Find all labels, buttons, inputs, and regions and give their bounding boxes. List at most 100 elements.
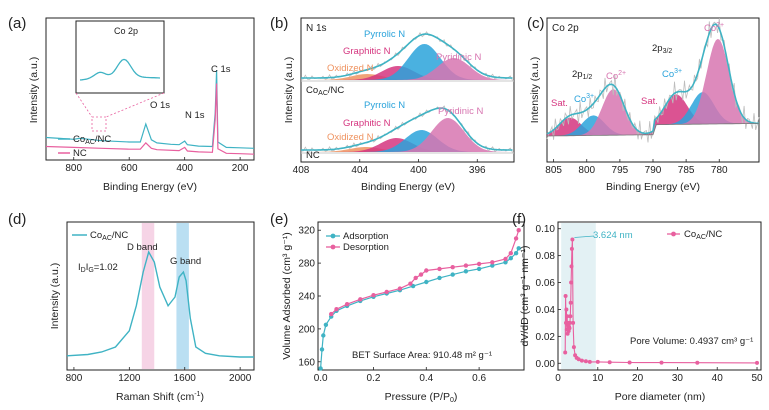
pore-point-20 — [571, 345, 576, 350]
legend-label-e2: Desorption — [343, 242, 389, 253]
x-tick-d-1-label: 1200 — [118, 373, 141, 384]
envelope-b-0 — [301, 33, 513, 79]
inset-zoom-box — [91, 116, 107, 132]
x-tick-f-5-label: 50 — [751, 373, 763, 384]
pore-point-0 — [563, 350, 568, 355]
x-tick-f-4-label: 40 — [712, 373, 724, 384]
isotherm-point-0-0 — [318, 366, 323, 371]
y-axis-label-b: Intensity (a.u.) — [283, 57, 295, 124]
legend-marker-f — [671, 231, 676, 237]
x-tick-a-1-label: 600 — [121, 163, 138, 174]
isotherm-point-1-10 — [418, 272, 424, 277]
y-axis-label-c: Intensity (a.u.) — [529, 57, 541, 124]
label-co2-1: Co2+ — [606, 70, 626, 82]
x-tick-c-4-label: 785 — [678, 165, 695, 176]
isotherm-point-0-16 — [476, 266, 482, 272]
label-pyrrolic-bottom: Pyrrolic N — [364, 100, 405, 111]
y-tick-e-2-label: 240 — [298, 292, 315, 303]
inset-connector-left — [75, 92, 93, 118]
pore-point-31 — [695, 360, 700, 365]
peak-fill-b-0-2 — [301, 44, 514, 80]
isotherm-point-0-12 — [424, 279, 429, 285]
isotherm-point-1-9 — [424, 268, 429, 273]
isotherm-point-1-0 — [516, 228, 521, 233]
x-tick-c-0-label: 805 — [545, 165, 562, 176]
x-axis-label-f: Pore diameter (nm) — [615, 391, 705, 403]
x-axis-label-a: Binding Energy (eV) — [103, 181, 197, 193]
pore-point-1 — [563, 294, 568, 298]
sample-label-nc-b: NC — [306, 150, 320, 161]
x-tick-d-0-label: 800 — [66, 373, 83, 384]
band-highlight-0 — [141, 223, 155, 369]
x-axis-label-d: Raman Shift (cm-1) — [116, 391, 204, 403]
x-tick-d-2-label: 1600 — [174, 373, 197, 384]
peak-fill-c-2 — [547, 89, 759, 136]
pore-point-28 — [607, 360, 612, 365]
isotherm-point-1-4 — [490, 260, 495, 265]
label-co3-1: Co3+ — [574, 93, 594, 105]
pore-point-25 — [583, 359, 588, 364]
peak-callout-line — [574, 235, 595, 238]
isotherm-line-1 — [330, 230, 520, 315]
peak-fill-b-1-3 — [301, 118, 514, 152]
x-tick-f-1-label: 10 — [592, 373, 604, 384]
legend-label-a1: CoAC/NC — [73, 134, 111, 146]
isotherm-point-1-6 — [463, 263, 469, 268]
label-sat-1: Sat. — [551, 98, 568, 109]
isotherm-point-0-19 — [508, 256, 513, 261]
isotherm-point-1-2 — [508, 251, 513, 256]
isotherm-point-0-18 — [503, 260, 508, 265]
bet-annotation: BET Surface Area: 910.48 m² g⁻¹ — [352, 350, 492, 361]
envelope-c — [546, 23, 759, 135]
panel-f: (f) 0 10 20 30 40 500.000.020.040.060.080.10 … — [512, 211, 763, 403]
x-tick-e-3-label: 0.6 — [472, 373, 486, 384]
peak-label-f: 3.624 nm — [593, 230, 633, 241]
isotherm-point-1-16 — [358, 297, 363, 302]
isotherm-point-1-3 — [503, 256, 508, 262]
x-tick-b-0-label: 408 — [293, 165, 310, 176]
y-tick-e-3-label: 280 — [298, 259, 315, 270]
n1s-label: N 1s — [185, 110, 205, 121]
pore-point-11 — [567, 326, 572, 331]
c1s-label: C 1s — [211, 64, 231, 75]
title-b: N 1s — [306, 23, 327, 34]
x-axis-label-c: Binding Energy (eV) — [606, 181, 700, 193]
plot-frame-f — [557, 221, 762, 371]
panel-e: (e) 0.0 0.2 0.4 0.6 160 200 240 280 320 Adsorpti… — [270, 211, 525, 404]
peak-fill-b-1-0 — [301, 147, 514, 152]
axis-ticks-f: 0 10 20 30 40 50 0.00 0.02 0.04 0.06 0.08 0.10 — [536, 224, 763, 384]
series-line-a-1 — [45, 83, 255, 155]
peak-fill-b-0-0 — [301, 74, 514, 80]
plot-frame-d — [66, 221, 255, 371]
inset-curve-a — [79, 58, 161, 81]
isotherm-point-1-1 — [513, 236, 519, 241]
isotherm-point-1-15 — [371, 293, 376, 298]
isotherm-point-1-11 — [413, 275, 418, 281]
d-band-label: D band — [127, 242, 158, 253]
y-axis-label-d: Intensity (a.u.) — [49, 263, 61, 330]
legend-label-e1: Adsorption — [343, 231, 388, 242]
y-axis-label-a: Intensity (a.u.) — [28, 57, 40, 124]
isotherm-point-0-20 — [513, 251, 519, 256]
pore-point-29 — [627, 360, 632, 365]
x-tick-a-0-label: 800 — [65, 163, 82, 174]
peak-fill-b-0-3 — [301, 58, 514, 80]
x-tick-a-3-label: 200 — [232, 163, 249, 174]
isotherm-point-1-18 — [334, 307, 339, 312]
x-ticks-a: 800 600 400 200 — [65, 157, 249, 174]
isotherm-point-1-17 — [344, 302, 350, 307]
label-sat-2: Sat. — [641, 96, 658, 107]
y-tick-f-4-label: 0.08 — [536, 251, 556, 262]
label-2p12: 2p1/2 — [572, 69, 592, 81]
isotherm-point-1-5 — [476, 261, 482, 267]
y-tick-e-4-label: 320 — [298, 226, 315, 237]
panel-c: (c) 805 800 795 790 785 780 Co 2p 2p1/2 2p3/2… — [527, 15, 760, 193]
pore-point-14 — [568, 300, 573, 305]
legend-marker-e2 — [330, 244, 336, 250]
y-tick-e-0-label: 160 — [298, 357, 315, 368]
panel-d: (d) 800 1200 1600 2000 CoAC/NC D band G ban… — [8, 211, 255, 403]
x-tick-c-1-label: 800 — [578, 165, 595, 176]
label-co2-2: Co2+ — [704, 22, 724, 34]
pore-point-18 — [570, 237, 575, 242]
isotherm-point-1-14 — [384, 289, 389, 295]
